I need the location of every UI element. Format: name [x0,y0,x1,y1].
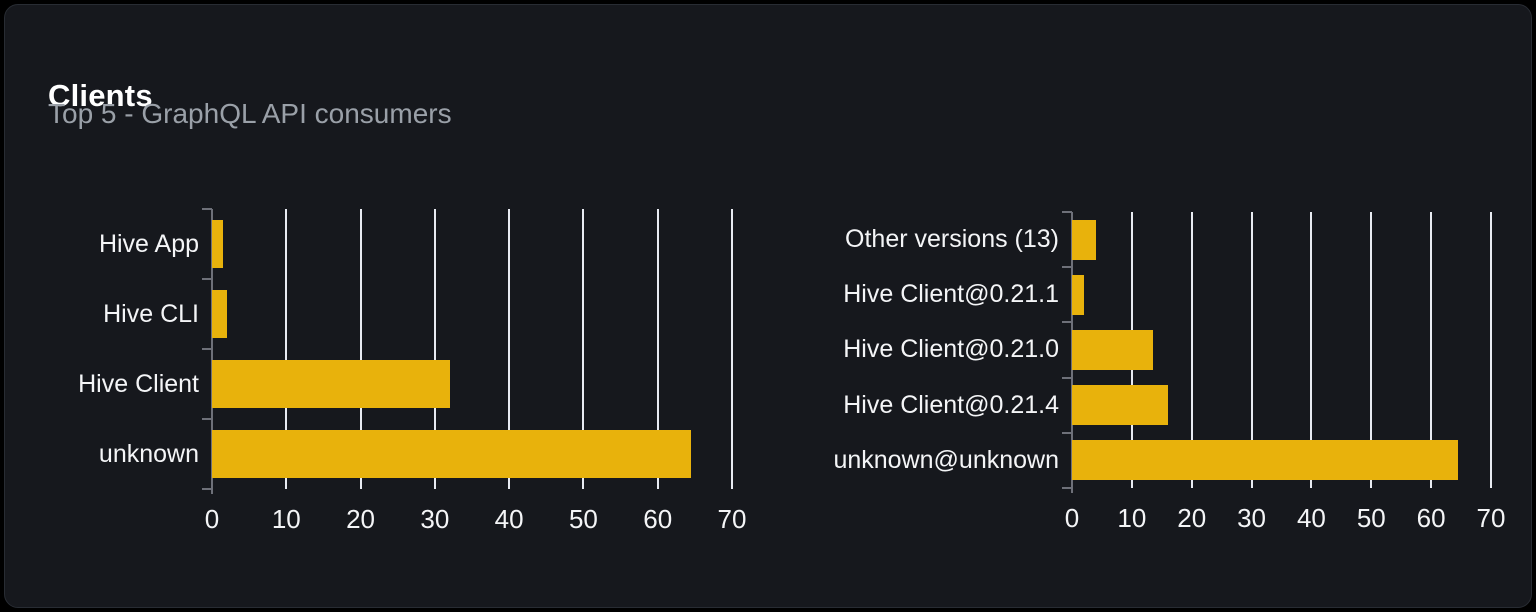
bar-hive-client[interactable] [212,360,450,408]
x-axis-tick-label: 70 [1476,503,1506,533]
bar-hive-cli[interactable] [212,290,227,338]
bar-unknown-unknown[interactable] [1072,440,1459,481]
category-label: unknown [98,440,199,468]
gridline [508,209,511,489]
x-axis-tick-label: 30 [420,504,450,534]
bar-hive-client-0.21.4[interactable] [1072,385,1168,426]
chart-clients[interactable]: 0 10 20 30 40 50 60 70 Hive App Hive CLI Hive Clie… [78,208,746,534]
category-label: Hive Client@0.21.4 [843,390,1059,419]
category-label: Hive Client@0.21.0 [843,335,1059,364]
chart-client-versions[interactable]: 0 10 20 30 40 50 60 70 Other versions (13) Hive C… [833,211,1505,533]
gridline [285,209,288,489]
gridline [731,209,733,489]
y-axis-tick [1062,487,1072,489]
gridline [1310,212,1313,488]
x-axis-tick-label: 20 [1177,503,1207,533]
gridline [1250,212,1253,488]
category-label: Other versions (13) [845,225,1059,253]
x-axis-tick-label: 10 [271,504,301,534]
x-axis-tick-label: 60 [1416,503,1446,533]
y-axis-tick [202,488,212,490]
y-axis [211,209,213,494]
gridline [1190,212,1193,488]
bar-hive-app[interactable] [212,220,224,268]
x-axis-tick-label: 50 [568,504,598,534]
x-axis-tick-label: 30 [1237,503,1267,533]
gridline [359,209,362,489]
x-axis-tick-label: 70 [717,504,747,534]
y-axis-tick [1062,211,1072,213]
category-label: Hive App [98,230,199,258]
x-axis-tick-label: 60 [643,504,673,534]
y-axis-tick [1062,431,1072,434]
gridline [433,209,436,489]
x-axis-tick-label: 10 [1117,503,1147,533]
y-axis-tick [1062,321,1072,324]
gridline [656,209,659,489]
card-title: Clients [48,77,153,113]
category-label: unknown@unknown [833,445,1059,474]
x-axis-tick-label: 20 [346,504,376,534]
y-axis-tick [202,348,212,350]
gridline [582,209,585,489]
gridline [1430,212,1433,488]
y-axis-tick [1062,266,1072,269]
y-axis-tick [1062,376,1072,379]
y-axis-tick [202,208,212,210]
category-label: Hive Client@0.21.1 [843,280,1059,309]
bar-unknown[interactable] [212,430,692,478]
card-subtitle: Top 5 - GraphQL API consumers [48,98,452,129]
y-axis-tick [202,278,212,280]
x-axis-tick-label: 0 [204,504,220,534]
x-axis-tick-label: 40 [1296,503,1326,533]
clients-card: Clients Top 5 - GraphQL API consumers [4,4,1532,608]
bar-hive-client-0.21.0[interactable] [1072,330,1153,370]
gridline [1490,212,1492,488]
x-axis-tick-label: 40 [494,504,524,534]
x-axis-tick-label: 50 [1356,503,1386,533]
bar-hive-client-0.21.1[interactable] [1072,274,1084,315]
y-axis-tick [202,418,212,420]
category-label: Hive Client [78,370,199,398]
category-label: Hive CLI [103,300,199,328]
x-axis-tick-label: 0 [1064,503,1080,533]
bar-other-versions-13-[interactable] [1072,219,1096,260]
gridline [1370,212,1373,488]
